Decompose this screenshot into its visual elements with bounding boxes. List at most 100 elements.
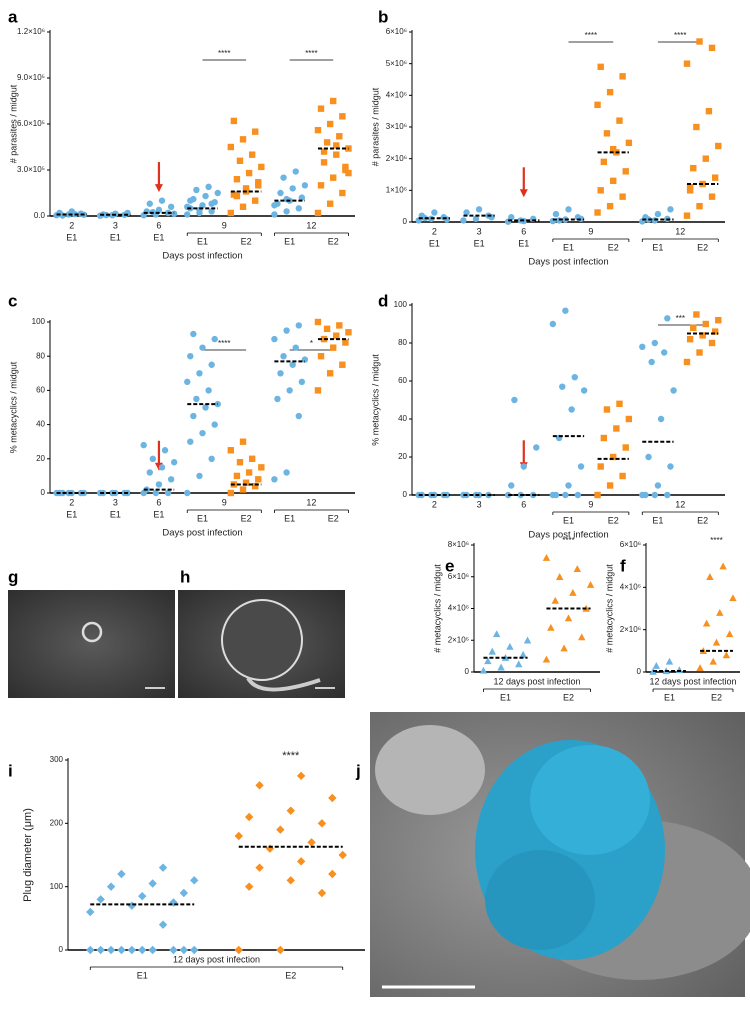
x-axis-label: Days post infection	[528, 530, 608, 541]
dot	[670, 387, 677, 394]
dot	[651, 491, 658, 499]
sig-label: ****	[674, 31, 686, 40]
group-label: E1	[652, 515, 663, 525]
dot	[565, 206, 572, 213]
dot	[551, 596, 559, 604]
dot	[686, 336, 694, 343]
dot	[729, 594, 737, 602]
dot	[610, 145, 617, 153]
dot	[158, 920, 168, 929]
dot	[484, 657, 492, 665]
sig-label: ****	[710, 536, 722, 545]
dot	[252, 197, 259, 204]
dot	[619, 193, 626, 200]
group-label: E2	[608, 242, 619, 252]
y-tick-label: 100	[32, 317, 46, 326]
y-axis-label: # metacyclics / midgut	[432, 564, 442, 653]
dot	[283, 469, 290, 476]
group-label: E1	[664, 692, 675, 702]
dot	[239, 438, 247, 445]
dot	[239, 486, 247, 493]
dot	[96, 945, 105, 955]
arrow-head	[519, 189, 528, 198]
dot	[148, 945, 157, 955]
day-label: 9	[588, 226, 593, 236]
sig-label: ****	[305, 49, 317, 58]
y-tick-label: 5×10⁶	[386, 59, 407, 68]
dot	[660, 349, 668, 356]
dot	[665, 657, 674, 665]
day-label: 12 days post infection	[649, 676, 736, 686]
dot	[559, 383, 566, 390]
dot	[336, 322, 343, 329]
dot	[170, 459, 178, 466]
y-axis-label: # parasites / midgut	[370, 87, 380, 166]
dot	[597, 187, 604, 194]
dot	[657, 415, 665, 423]
dot	[463, 209, 470, 216]
dot	[594, 101, 601, 109]
y-tick-label: 0	[465, 667, 470, 676]
y-tick-label: 0	[637, 667, 642, 676]
y-axis-label: % metacyclics / midgut	[8, 361, 18, 453]
y-tick-label: 100	[394, 300, 408, 309]
day-label: 3	[477, 226, 482, 236]
dot	[664, 491, 671, 499]
group-label: E1	[110, 232, 121, 242]
dot	[190, 945, 199, 955]
sig-label: ***	[676, 314, 685, 323]
y-axis-label: # parasites / midgut	[8, 84, 18, 163]
day-label: 12	[675, 499, 685, 509]
y-tick-label: 200	[50, 818, 64, 827]
arrow-head	[154, 184, 163, 193]
dot	[86, 945, 95, 955]
dot	[193, 395, 200, 403]
day-label: 12 days post infection	[173, 954, 260, 964]
group-label: E2	[563, 692, 574, 702]
group-label: E1	[66, 232, 77, 242]
group-label: E1	[563, 515, 574, 525]
dot	[236, 459, 244, 466]
dot	[244, 882, 254, 891]
dot	[616, 117, 623, 124]
y-tick-label: 6×10⁶	[448, 572, 469, 581]
dot	[233, 472, 241, 480]
y-axis-label: # metacyclics / midgut	[604, 564, 614, 653]
dot	[117, 869, 126, 879]
dot	[296, 857, 306, 866]
dot	[295, 412, 302, 420]
dot	[242, 479, 250, 486]
dot	[271, 211, 278, 218]
group-label: E2	[241, 236, 252, 246]
dot	[211, 335, 218, 343]
dot	[277, 370, 284, 377]
dot	[167, 203, 175, 210]
group-label: E1	[284, 513, 295, 523]
y-tick-label: 40	[36, 420, 45, 429]
group-label: E1	[284, 236, 295, 246]
dot	[511, 396, 518, 404]
dot	[654, 210, 662, 218]
dot	[205, 387, 212, 394]
dot	[190, 412, 197, 420]
dot	[639, 343, 646, 350]
dot	[622, 444, 629, 451]
dot	[320, 159, 328, 166]
group-label: E1	[110, 509, 121, 519]
sig-label: ****	[562, 536, 574, 545]
dot	[106, 882, 116, 891]
group-label: E1	[137, 970, 148, 980]
dot	[289, 185, 296, 192]
panel-letter: h	[180, 567, 190, 586]
dot	[577, 463, 585, 470]
dot	[683, 212, 691, 219]
dot	[574, 491, 582, 499]
dot	[667, 463, 674, 470]
dot	[675, 666, 684, 674]
group-label: E1	[153, 232, 164, 242]
group-label: E1	[197, 236, 208, 246]
image-g	[8, 590, 175, 698]
dot	[271, 202, 278, 209]
dot	[233, 192, 241, 200]
panel-letter: j	[355, 761, 361, 780]
